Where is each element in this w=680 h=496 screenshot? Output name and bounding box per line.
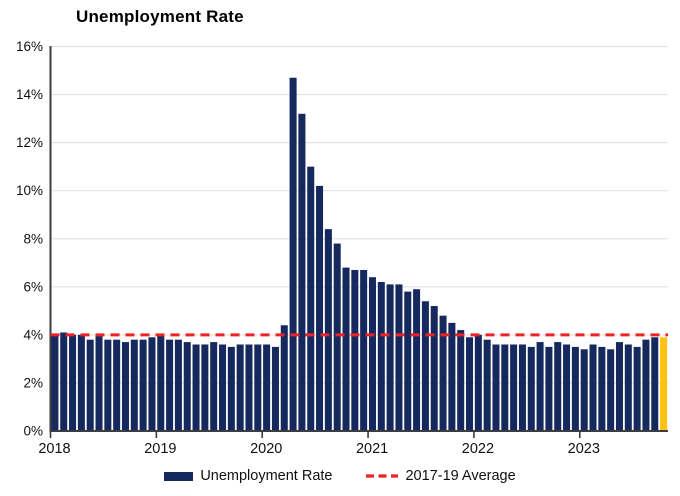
plot-area: 0% 2% 4% 6% 8% 10% 12% 14% 16% 2018 2019 2020 2021 20… (16, 39, 668, 457)
bar (201, 344, 209, 431)
bar (95, 334, 103, 432)
bar (104, 339, 112, 431)
bar (404, 291, 412, 431)
bar (510, 344, 518, 431)
x-axis-label: 2022 (462, 441, 494, 457)
bar (563, 344, 571, 431)
bar-series-swatch-icon (164, 471, 194, 481)
bar (113, 339, 121, 431)
x-axis-label: 2019 (144, 441, 176, 457)
y-axis-label: 12% (16, 135, 43, 150)
bar (395, 284, 403, 431)
dashed-line-swatch-icon (366, 474, 399, 478)
bar (492, 344, 500, 431)
bar (536, 342, 544, 431)
bar (157, 334, 165, 432)
bar (307, 166, 315, 431)
bar (316, 185, 324, 431)
bar (598, 346, 606, 431)
bar (413, 289, 421, 431)
bar (77, 334, 85, 432)
bar (448, 322, 456, 431)
bar (457, 330, 465, 431)
bar (377, 282, 385, 431)
bar (589, 344, 597, 431)
bar (254, 344, 262, 431)
bar (139, 339, 147, 431)
bar (430, 306, 438, 431)
bar (580, 349, 588, 431)
bar (545, 346, 553, 431)
bar (333, 243, 341, 431)
legend-item-unemployment-rate: Unemployment Rate (164, 468, 332, 484)
bar (121, 342, 129, 431)
y-axis-label: 14% (16, 87, 43, 102)
y-axis-label: 0% (23, 424, 43, 439)
bar (227, 346, 235, 431)
y-axis-label: 4% (23, 327, 43, 342)
y-axis-label: 2% (23, 375, 43, 390)
bar (271, 346, 279, 431)
bar (607, 349, 615, 431)
bar (351, 269, 359, 431)
bar (219, 344, 227, 431)
bar (501, 344, 509, 431)
bar (421, 301, 429, 431)
x-axis-label: 2020 (250, 441, 282, 457)
bar (615, 342, 623, 431)
bar (69, 334, 77, 432)
bar (148, 337, 156, 431)
y-axis-label: 10% (16, 183, 43, 198)
bar (183, 342, 191, 431)
bar (518, 344, 526, 431)
legend: Unemployment Rate 2017-19 Average (0, 463, 680, 489)
bar (130, 339, 138, 431)
bar (192, 344, 200, 431)
bar (51, 334, 59, 432)
y-axis-label: 16% (16, 39, 43, 54)
bar (368, 277, 376, 431)
y-axis-label: 8% (23, 231, 43, 246)
bar (466, 337, 474, 431)
bar (474, 334, 482, 432)
bar (210, 342, 218, 431)
x-axis-label: 2018 (38, 441, 70, 457)
legend-label: Unemployment Rate (200, 468, 333, 484)
bar (166, 339, 174, 431)
legend-label: 2017-19 Average (405, 468, 516, 484)
bar (342, 267, 350, 431)
bar (439, 315, 447, 431)
x-axis-label: 2021 (356, 441, 388, 457)
bar (483, 339, 491, 431)
bar (651, 337, 659, 431)
bar (174, 339, 182, 431)
bar (360, 269, 368, 431)
y-axis-label: 6% (23, 279, 43, 294)
bar (571, 346, 579, 431)
bar (298, 113, 306, 431)
bar (60, 332, 68, 431)
bar (624, 344, 632, 431)
bar (527, 346, 535, 431)
bar (263, 344, 271, 431)
bar (554, 342, 562, 431)
bar (642, 339, 650, 431)
x-axis-label: 2023 (568, 441, 600, 457)
bar (86, 339, 94, 431)
bar (245, 344, 253, 431)
chart-title: Unemployment Rate (76, 7, 244, 26)
bar (289, 77, 297, 432)
bar-latest-highlight (660, 337, 668, 431)
bar (280, 325, 288, 431)
bar (236, 344, 244, 431)
legend-item-average: 2017-19 Average (366, 468, 516, 484)
bar (324, 229, 332, 431)
bar (386, 284, 394, 431)
bar (633, 346, 641, 431)
